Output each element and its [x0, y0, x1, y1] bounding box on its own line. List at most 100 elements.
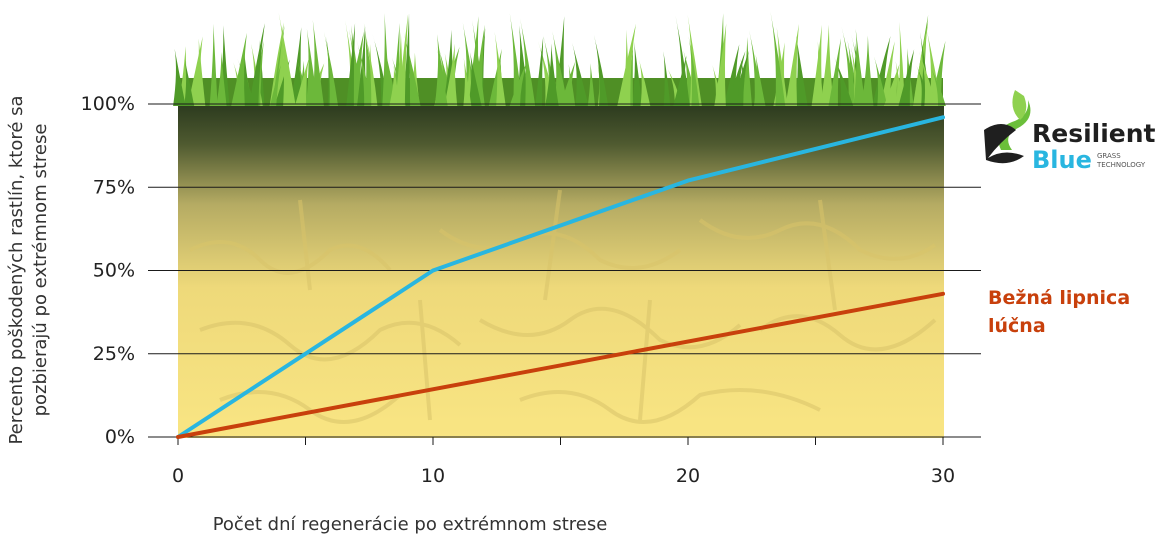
swirl-shape: [984, 124, 1024, 164]
crack-line: [189, 240, 392, 275]
series-line-1: [176, 291, 945, 439]
grass-blade: [249, 23, 265, 107]
grass-blade: [382, 13, 390, 107]
grass-blade: [356, 39, 372, 106]
grass-blade: [173, 48, 186, 106]
series-line-0: [176, 115, 945, 439]
grass-blade: [898, 21, 906, 106]
series-lines: [176, 115, 945, 439]
grass-blade: [184, 58, 195, 106]
y-tick-label: 100%: [81, 93, 135, 115]
grass-blade: [795, 35, 808, 106]
grass-blade: [828, 38, 841, 106]
grass-blade: [572, 42, 589, 106]
grass-blade: [785, 24, 799, 106]
grass-blade: [231, 32, 247, 106]
grass-blade: [535, 36, 544, 106]
grass-swirl-icon: [984, 90, 1031, 164]
crack-line: [758, 314, 937, 352]
resilient-blue-logo: Resilient Blue GRASS TECHNOLOGY: [984, 90, 1156, 174]
gridlines: [148, 103, 981, 355]
grass-blade: [346, 23, 356, 107]
grass-blade: [753, 54, 766, 106]
y-axis-title-line-1: Percento poškodených rastlín, ktoré sa: [6, 95, 27, 444]
grass-blade: [587, 63, 595, 106]
x-tick-label: 20: [676, 465, 700, 487]
logo-word-blue: Blue: [1032, 146, 1092, 174]
logo-word-resilient: Resilient: [1032, 119, 1156, 148]
grass-blade: [861, 35, 874, 107]
soil-cracks: [189, 189, 937, 424]
grass-blade: [545, 43, 559, 106]
crack-line: [199, 320, 462, 362]
grass-blade: [312, 19, 324, 106]
logo-tag-technology: TECHNOLOGY: [1096, 161, 1146, 169]
grass-blade: [632, 41, 643, 107]
grass-blade: [883, 64, 900, 106]
grass-blade: [365, 31, 378, 106]
grass-blade: [626, 47, 633, 106]
grass-blade: [913, 22, 929, 106]
grass-blade: [688, 36, 700, 106]
grass-blade: [394, 31, 405, 107]
grass-blade: [898, 49, 915, 106]
grass-blade: [727, 50, 746, 106]
grass-blade: [841, 26, 858, 107]
grass-blade: [468, 52, 482, 106]
grass-blade: [617, 23, 637, 107]
grass-blade: [270, 65, 281, 106]
grass-blade: [494, 31, 506, 107]
grass-blade: [820, 24, 834, 107]
grass-blade: [663, 51, 671, 106]
series-label-regular: Bežná lipnica lúčna: [988, 287, 1130, 337]
grass-blade: [463, 57, 472, 106]
grass-blade: [872, 36, 891, 106]
grass-blade: [714, 23, 727, 107]
grass-blade: [811, 24, 823, 106]
grass-blade: [472, 20, 485, 106]
x-axis-title: Počet dní regenerácie po extrémnom stres…: [213, 514, 608, 535]
grass-blade: [434, 34, 448, 106]
grass-blade: [919, 51, 937, 106]
grass-blade: [294, 58, 309, 106]
x-tick-label: 10: [421, 465, 445, 487]
grass-strip: [173, 11, 946, 107]
grass-blade: [209, 23, 218, 107]
logo-tag-grass: GRASS: [1097, 152, 1121, 160]
crack-line: [478, 306, 742, 350]
grass-blade: [874, 56, 888, 106]
crack-line: [298, 189, 837, 421]
grass-blade: [880, 41, 895, 106]
grass-blade: [278, 12, 296, 107]
grass-blade: [444, 43, 458, 106]
grass-blade: [269, 22, 285, 106]
tick-labels: 0% 25% 50% 75% 100% 0 10 20 30: [81, 93, 955, 487]
grass-blade: [593, 34, 609, 107]
y-tick-label: 75%: [93, 176, 135, 198]
grass-blade: [723, 44, 740, 106]
y-tick-label: 25%: [93, 343, 135, 365]
grass-blade: [323, 31, 339, 106]
grass-blade: [639, 59, 651, 106]
grass-blade: [929, 65, 946, 106]
series-label-line-2: lúčna: [988, 315, 1046, 337]
x-tick-label: 30: [931, 465, 955, 487]
grass-blade: [520, 18, 536, 106]
grass-blade: [290, 27, 302, 106]
y-axis-title: Percento poškodených rastlín, ktoré sa p…: [6, 95, 51, 444]
grass-blade: [509, 61, 528, 106]
grass-blade: [833, 56, 854, 106]
grass-blade: [741, 36, 752, 106]
x-tick-label: 0: [172, 465, 184, 487]
crack-line: [438, 228, 682, 270]
y-axis-title-line-2: pozbierajú po extrémnom strese: [30, 124, 51, 417]
grass-blade: [853, 29, 866, 107]
grass-blade: [675, 15, 690, 107]
series-label-line-1: Bežná lipnica: [988, 287, 1130, 309]
x-axis: [148, 436, 981, 445]
crack-line: [219, 390, 402, 424]
grass-blade: [770, 11, 786, 106]
grass-blade: [567, 64, 576, 106]
